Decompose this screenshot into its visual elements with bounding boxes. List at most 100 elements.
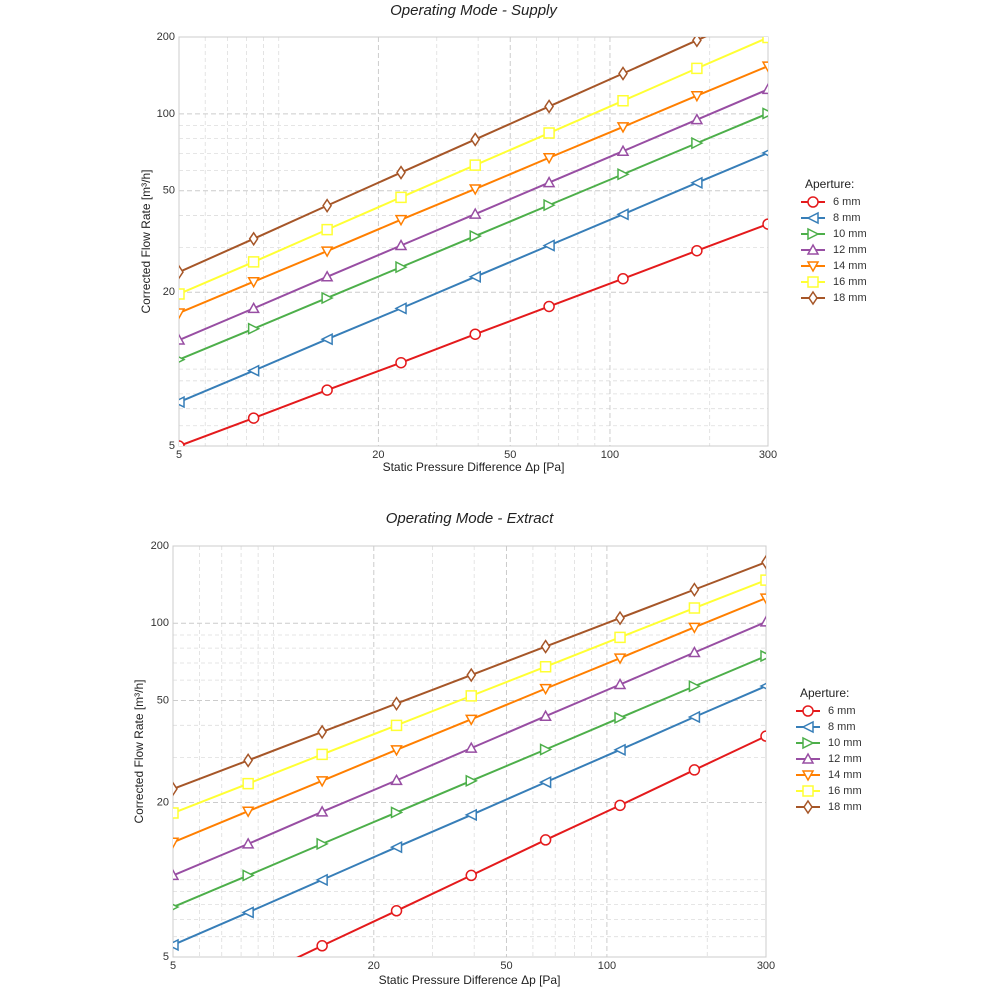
marker <box>469 328 481 340</box>
y-tick-label: 100 <box>151 617 169 629</box>
marker <box>802 785 814 797</box>
marker <box>321 223 333 236</box>
x-axis-label: Static Pressure Difference Δp [Pa] <box>383 460 565 474</box>
legend-label: 16 mm <box>828 785 862 797</box>
marker <box>320 246 334 258</box>
marker <box>617 168 630 181</box>
marker <box>808 290 818 306</box>
legend-label: 14 mm <box>833 260 867 272</box>
marker <box>465 774 478 788</box>
marker <box>321 384 333 396</box>
marker <box>179 395 185 409</box>
marker <box>688 764 701 776</box>
marker <box>761 149 768 157</box>
marker <box>395 357 407 369</box>
marker <box>179 264 184 280</box>
y-tick-label: 200 <box>151 540 169 552</box>
marker <box>539 660 552 673</box>
marker <box>179 288 185 300</box>
marker <box>470 132 481 147</box>
marker <box>247 412 260 424</box>
marker <box>173 837 180 849</box>
x-tick-label: 20 <box>368 960 380 972</box>
marker <box>179 333 186 345</box>
marker <box>762 107 768 120</box>
x-tick-label: 100 <box>601 449 619 461</box>
x-tick-label: 100 <box>598 960 616 972</box>
x-tick-label: 50 <box>504 449 516 461</box>
y-axis-label: Corrected Flow Rate [m³/h] <box>132 679 146 823</box>
marker <box>761 554 766 570</box>
marker <box>464 808 477 822</box>
marker <box>390 806 404 819</box>
chart-title: Operating Mode - Supply <box>390 2 558 19</box>
legend-label: 16 mm <box>833 276 867 288</box>
marker <box>801 752 815 764</box>
marker <box>468 270 481 284</box>
marker <box>691 37 702 48</box>
marker <box>539 709 552 721</box>
marker <box>617 95 629 107</box>
legend-label: 12 mm <box>828 753 862 765</box>
marker <box>802 705 814 717</box>
marker <box>242 869 255 882</box>
marker <box>241 837 255 849</box>
y-tick-label: 100 <box>157 108 175 120</box>
chart-title: Operating Mode - Extract <box>386 510 554 527</box>
marker <box>247 322 261 335</box>
plot-series <box>173 554 766 986</box>
marker <box>803 799 813 815</box>
marker <box>618 66 628 81</box>
marker <box>542 239 555 252</box>
marker <box>688 602 701 614</box>
marker <box>469 229 482 243</box>
marker <box>543 127 555 139</box>
marker <box>615 610 625 626</box>
marker <box>802 736 815 750</box>
chart: 5 20 50 100 300 5 20 50 100 200 Operating Mode - S… <box>139 2 866 474</box>
marker <box>173 903 180 911</box>
x-axis-label: Static Pressure Difference Δp [Pa] <box>379 973 561 987</box>
marker <box>761 61 768 73</box>
legend-title: Aperture: <box>800 686 849 700</box>
marker <box>540 639 551 654</box>
marker <box>543 300 555 313</box>
marker <box>320 332 333 346</box>
y-tick-label: 20 <box>163 286 175 298</box>
legend-label: 8 mm <box>828 721 856 733</box>
marker <box>613 677 627 690</box>
marker <box>173 868 180 881</box>
legend-label: 10 mm <box>833 228 867 240</box>
marker <box>691 62 703 75</box>
marker <box>807 227 820 241</box>
marker <box>389 840 403 854</box>
marker <box>394 238 408 251</box>
marker <box>759 682 766 690</box>
x-tick-label: 5 <box>170 960 176 972</box>
marker <box>466 667 477 683</box>
marker <box>760 730 766 742</box>
marker <box>538 776 552 789</box>
marker <box>315 873 328 887</box>
marker <box>617 273 629 285</box>
y-tick-label: 50 <box>157 694 169 706</box>
legend-label: 18 mm <box>833 292 867 304</box>
legend-label: 6 mm <box>828 705 856 717</box>
legend-title: Aperture: <box>805 177 854 191</box>
marker <box>173 781 178 797</box>
marker <box>543 198 556 212</box>
marker <box>544 99 554 114</box>
marker <box>243 976 253 986</box>
y-axis-label: Corrected Flow Rate [m³/h] <box>139 169 153 313</box>
marker <box>616 144 630 156</box>
legend-label: 6 mm <box>833 196 861 208</box>
marker <box>247 301 260 314</box>
legend: Aperture: 6 mm 8 mm 10 mm 12 mm 14 mm 16 mm 18 … <box>801 177 867 306</box>
marker <box>613 653 627 665</box>
marker <box>690 90 704 103</box>
marker <box>689 582 700 597</box>
marker <box>321 291 334 305</box>
plot-area <box>178 36 769 447</box>
marker <box>242 777 254 790</box>
marker <box>395 260 408 274</box>
